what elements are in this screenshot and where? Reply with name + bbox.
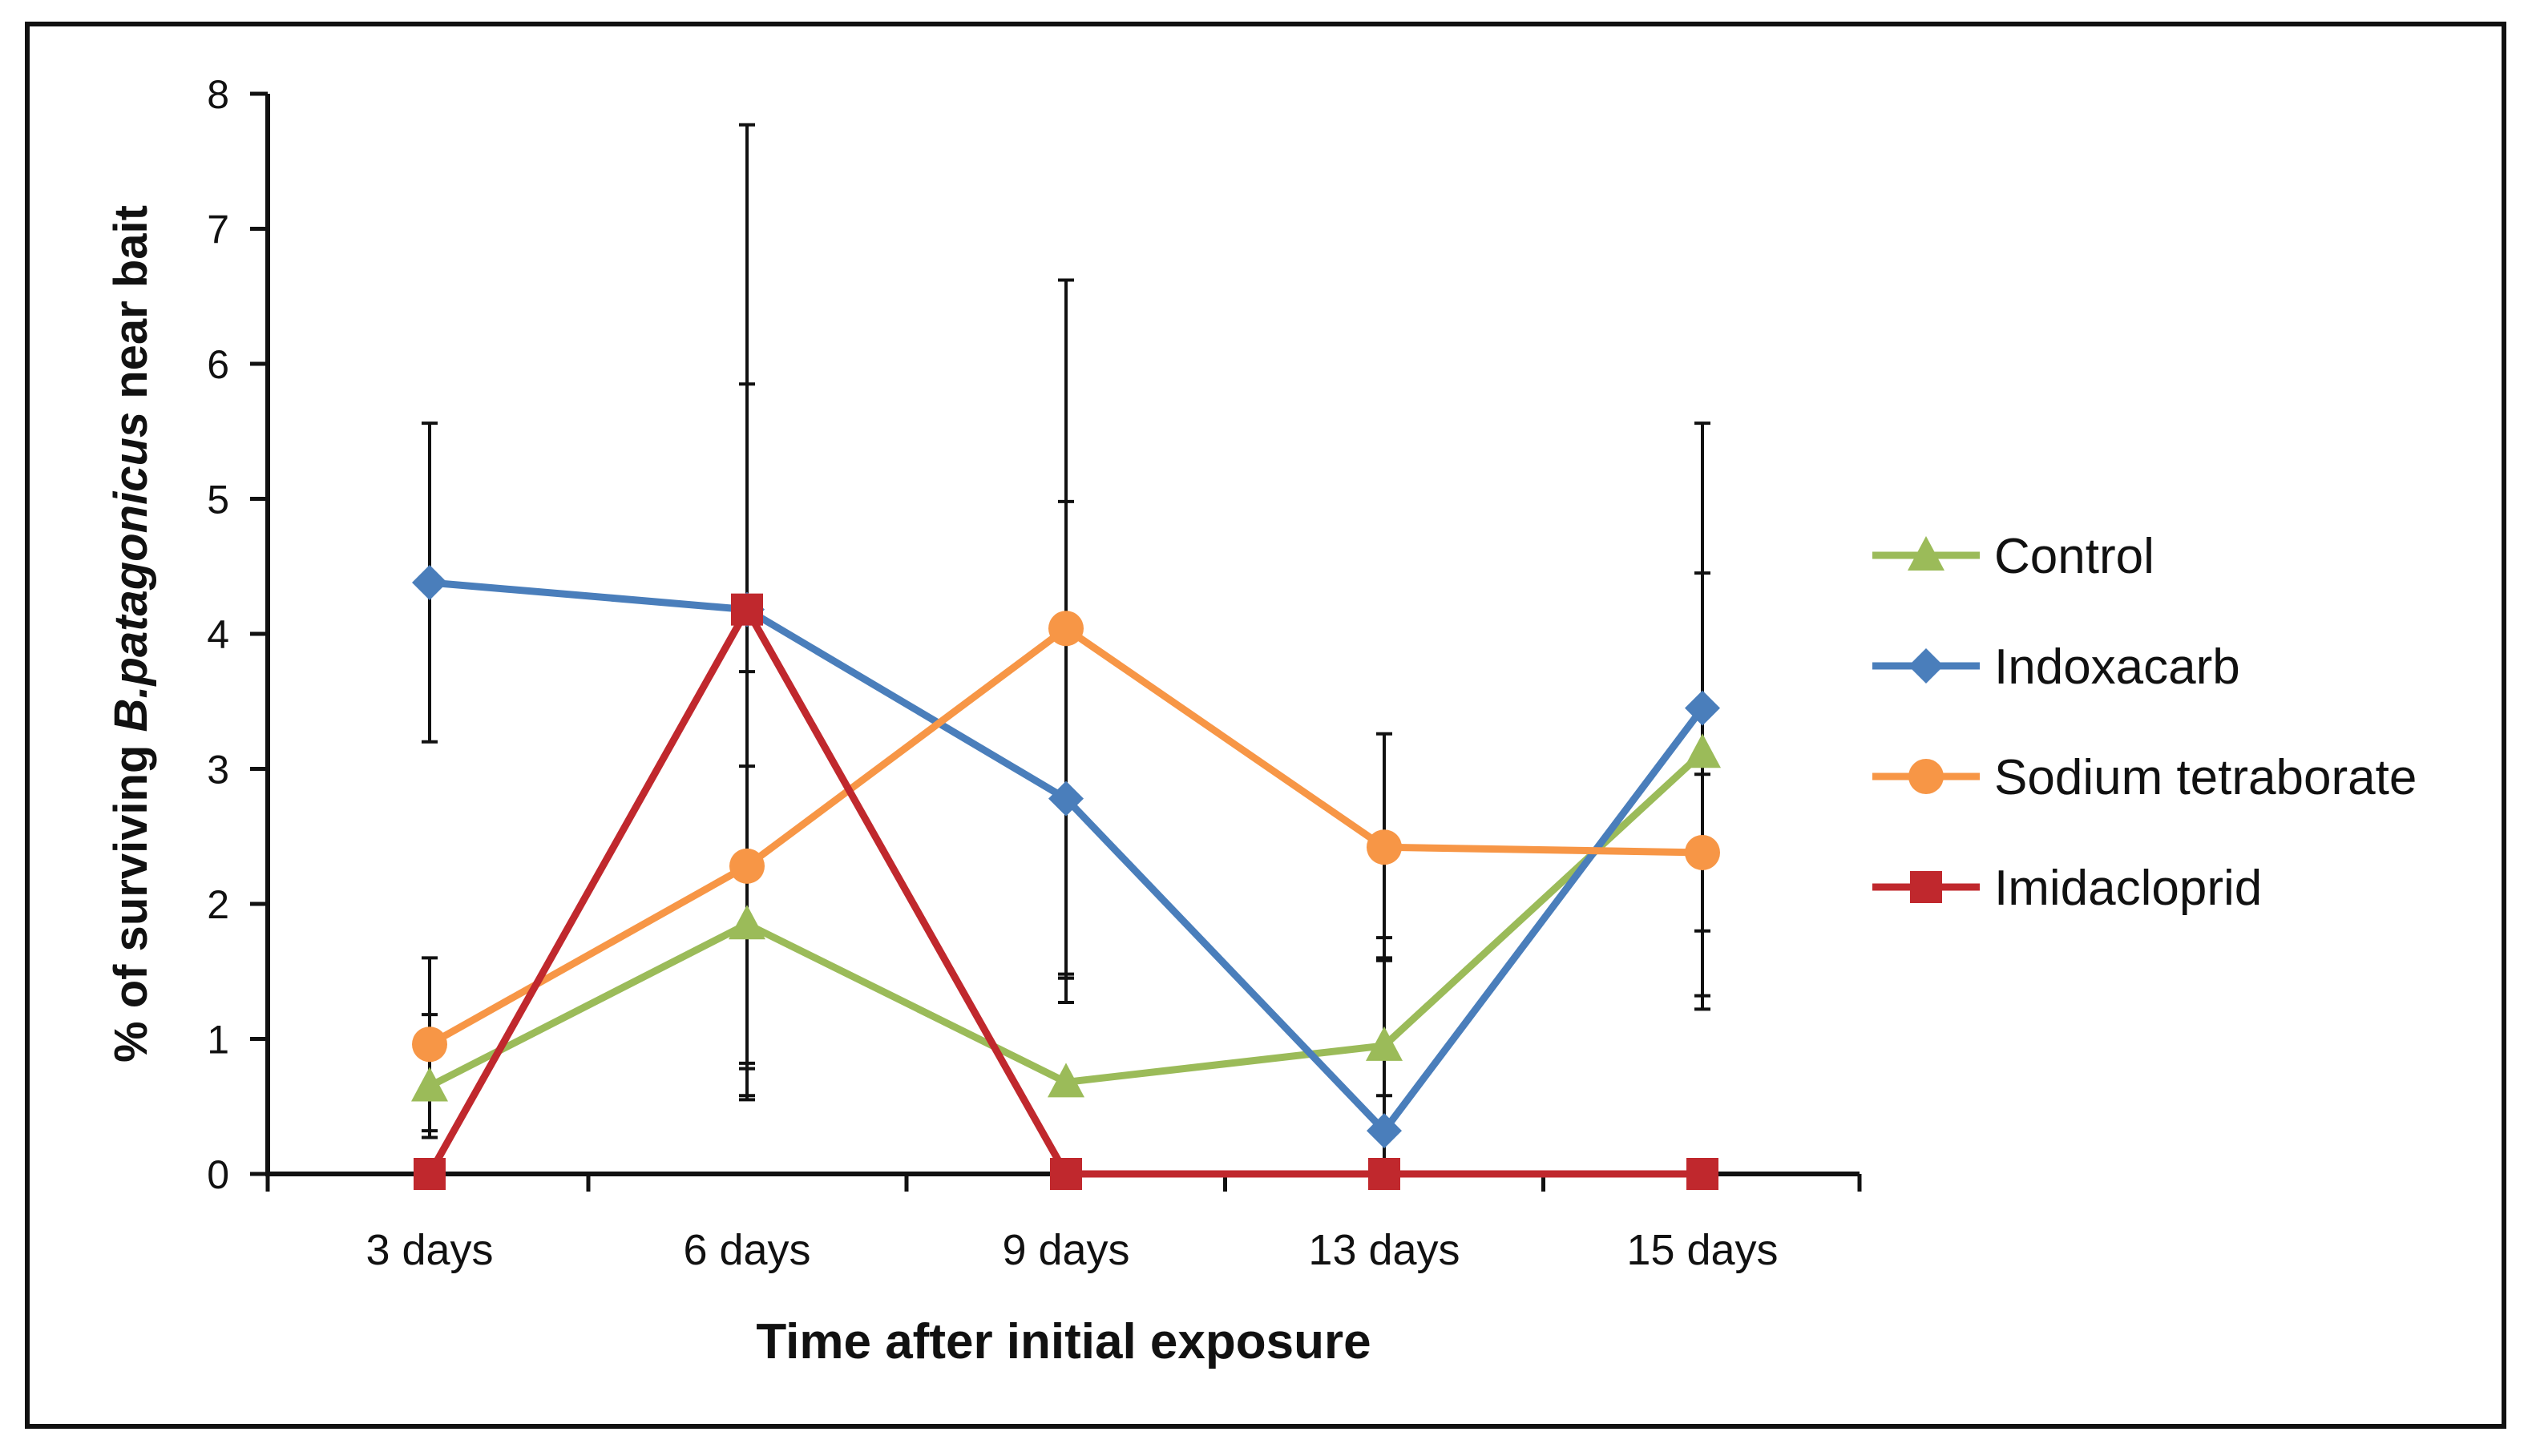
y-tick-label: 5 — [207, 478, 229, 522]
legend-sodium-tetraborate-marker — [1908, 759, 1944, 794]
indoxacarb-point — [1048, 780, 1084, 817]
sodium-tetraborate-point — [1685, 834, 1720, 870]
chart-frame — [25, 22, 2506, 1429]
y-tick-label: 8 — [207, 72, 229, 117]
legend-control-marker — [1908, 536, 1944, 571]
sodium-tetraborate-point — [412, 1026, 447, 1063]
sodium-tetraborate-point — [729, 848, 765, 884]
legend-imidacloprid-label: Imidacloprid — [1994, 861, 2262, 916]
y-tick-label: 0 — [207, 1152, 229, 1197]
sodium-tetraborate-point — [1048, 611, 1084, 647]
legend: Control Indoxacarb Sodium tetraborate Imida… — [1872, 529, 2417, 916]
x-tick-label: 15 days — [1626, 1226, 1778, 1274]
y-tick-label: 4 — [207, 612, 229, 657]
control-point — [729, 905, 765, 940]
y-axis-label-prefix: % of surviving — [105, 732, 157, 1063]
imidacloprid-point — [1368, 1158, 1400, 1190]
sodium-tetraborate-point — [1367, 829, 1402, 865]
y-axis-label-suffix: near bait — [105, 205, 157, 412]
legend-imidacloprid-marker — [1910, 871, 1942, 903]
x-tick-label: 6 days — [683, 1226, 810, 1274]
imidacloprid-point — [1050, 1158, 1082, 1190]
y-axis-label: % of surviving B.patagonicus near bait — [105, 205, 157, 1063]
imidacloprid-point — [414, 1158, 446, 1190]
imidacloprid-point — [731, 593, 763, 626]
y-tick-label: 3 — [207, 748, 229, 793]
legend-sodium-tetraborate-label: Sodium tetraborate — [1994, 750, 2417, 805]
y-tick-label: 1 — [207, 1018, 229, 1063]
indoxacarb-point — [1367, 1113, 1402, 1149]
indoxacarb-point — [412, 564, 447, 600]
imidacloprid-point — [1686, 1158, 1718, 1190]
series-markers — [411, 564, 1721, 1190]
control-point — [1684, 733, 1721, 768]
legend-indoxacarb-label: Indoxacarb — [1994, 639, 2240, 695]
x-tick-label: 3 days — [365, 1226, 493, 1274]
ticks: 0 1 2 3 4 5 6 7 8 3 days 6 days 9 days 13 days 15 day… — [207, 72, 1862, 1274]
legend-control-label: Control — [1994, 529, 2154, 584]
y-tick-label: 6 — [207, 342, 229, 387]
y-axis-label-species: B.patagonicus — [105, 412, 157, 732]
indoxacarb-point — [1685, 690, 1720, 726]
x-tick-label: 9 days — [1002, 1226, 1129, 1274]
y-tick-label: 2 — [207, 882, 229, 927]
x-axis-label: Time after initial exposure — [756, 1314, 1371, 1369]
legend-indoxacarb-marker — [1908, 648, 1944, 684]
y-tick-label: 7 — [207, 208, 229, 252]
x-tick-label: 13 days — [1308, 1226, 1460, 1274]
control-point — [411, 1067, 448, 1102]
control-point — [1366, 1026, 1403, 1061]
control-point — [1048, 1063, 1084, 1098]
